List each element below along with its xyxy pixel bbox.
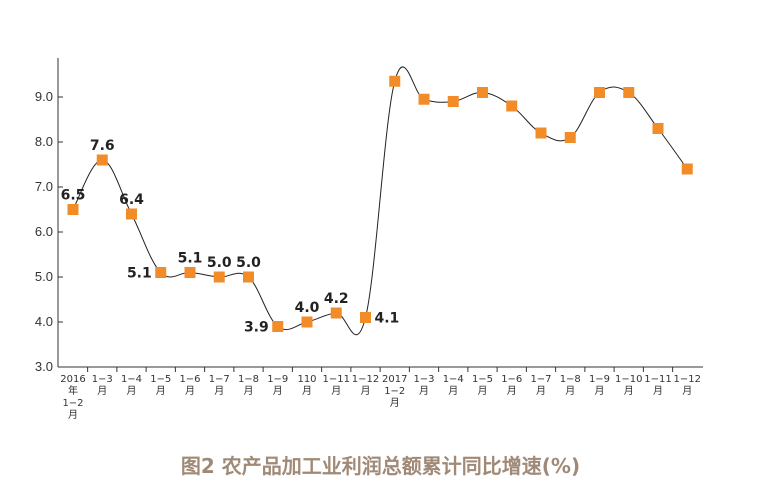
data-point-marker <box>96 154 108 166</box>
y-tick-label: 9.0 <box>35 89 53 104</box>
data-point-marker <box>418 93 430 105</box>
x-tick-label: 1−2 <box>62 398 83 409</box>
data-label: 4.2 <box>324 291 349 307</box>
y-tick-label: 8.0 <box>35 134 53 149</box>
data-point-marker <box>301 316 313 328</box>
x-tick-label: 1−9 <box>589 374 610 385</box>
data-point-marker <box>184 267 196 278</box>
data-point-marker <box>506 100 518 112</box>
data-point-marker <box>564 132 576 143</box>
x-tick-label: 1−4 <box>443 374 464 385</box>
x-tick-label: 2017 <box>382 374 407 385</box>
data-point-marker <box>594 87 605 98</box>
x-tick-label: 月 <box>390 397 400 409</box>
x-tick-label: 月 <box>624 385 634 397</box>
data-point-marker <box>652 123 664 134</box>
series-line <box>72 66 688 336</box>
y-tick-label: 4.0 <box>35 314 53 329</box>
x-tick-label: 1−12 <box>352 374 379 385</box>
x-tick-label: 月 <box>448 385 458 397</box>
x-tick-label: 1−12 <box>674 374 701 385</box>
y-tick-label: 5.0 <box>35 269 53 284</box>
x-tick-label: 1−10 <box>615 374 642 385</box>
x-tick-label: 1−8 <box>560 374 581 385</box>
data-label: 5.1 <box>127 266 152 282</box>
data-label: 3.9 <box>244 320 269 336</box>
data-point-marker <box>360 312 371 323</box>
x-tick-label: 月 <box>68 409 78 421</box>
data-label: 4.0 <box>295 300 320 316</box>
x-tick-label: 1−11 <box>644 374 671 385</box>
data-label: 5.1 <box>178 251 203 267</box>
x-axis-ticks: 2016年1−2月1−3月1−4月1−5月1−6月1−7月1−8月1−9月110… <box>60 367 701 421</box>
x-tick-label: 月 <box>185 385 195 397</box>
x-tick-label: 1−2 <box>384 386 405 397</box>
data-point-marker <box>155 267 167 278</box>
x-tick-label: 110 <box>297 374 316 385</box>
data-labels: 6.57.66.45.15.1 5.0 5.03.94.04.24.1 <box>61 138 400 336</box>
x-tick-label: 1−8 <box>238 374 259 385</box>
x-tick-label: 月 <box>419 385 429 397</box>
x-tick-label: 月 <box>682 385 692 397</box>
x-tick-label: 月 <box>565 385 575 397</box>
x-tick-label: 月 <box>156 385 166 397</box>
data-label: 6.5 <box>61 188 86 204</box>
x-tick-label: 2016 <box>60 374 85 385</box>
data-point-marker <box>447 96 459 107</box>
data-point-marker <box>126 208 137 220</box>
data-point-marker <box>623 87 635 98</box>
x-tick-label: 月 <box>127 385 137 397</box>
data-point-marker <box>272 321 284 332</box>
data-point-marker <box>681 163 693 175</box>
x-tick-label: 1−6 <box>179 374 200 385</box>
x-tick-label: 月 <box>653 385 663 397</box>
y-tick-label: 3.0 <box>35 359 53 374</box>
x-tick-label: 1−4 <box>121 374 142 385</box>
data-label: 5.0 <box>236 255 261 271</box>
x-tick-label: 月 <box>595 385 605 397</box>
data-point-marker <box>535 127 547 139</box>
x-tick-label: 月 <box>361 385 371 397</box>
y-axis-ticks: 3.0 4.0 5.0 6.0 7.0 8.0 9.0 <box>35 89 63 374</box>
y-tick-label: 7.0 <box>35 179 53 194</box>
x-tick-label: 1−7 <box>530 374 551 385</box>
chart-title: 图2 农产品加工业利润总额累计同比增速(%) <box>180 454 581 478</box>
x-tick-label: 1−5 <box>150 374 171 385</box>
data-label: 5.0 <box>207 255 232 271</box>
x-tick-label: 1−5 <box>472 374 493 385</box>
x-tick-label: 月 <box>214 385 224 397</box>
data-label: 4.1 <box>375 311 400 327</box>
data-point-marker <box>477 87 488 98</box>
x-tick-label: 月 <box>507 385 517 397</box>
data-point-marker <box>330 307 342 319</box>
data-point-marker <box>213 271 225 283</box>
y-tick-label: 6.0 <box>35 224 53 239</box>
x-tick-label: 月 <box>302 385 312 397</box>
x-tick-label: 月 <box>97 385 107 397</box>
x-tick-label: 月 <box>331 385 341 397</box>
series-markers <box>67 75 693 332</box>
data-point-marker <box>243 271 254 283</box>
data-label: 7.6 <box>90 138 115 154</box>
x-tick-label: 月 <box>478 385 488 397</box>
x-tick-label: 年 <box>68 384 78 397</box>
data-point-marker <box>67 204 79 215</box>
x-tick-label: 月 <box>536 385 546 397</box>
x-tick-label: 1−7 <box>209 374 230 385</box>
data-label: 6.4 <box>119 192 144 208</box>
x-tick-label: 月 <box>273 385 283 397</box>
data-point-marker <box>389 75 401 87</box>
x-tick-label: 1−11 <box>323 374 350 385</box>
x-tick-label: 1−9 <box>267 374 288 385</box>
x-tick-label: 1−3 <box>92 374 113 385</box>
x-tick-label: 1−3 <box>413 374 434 385</box>
x-tick-label: 月 <box>244 385 254 397</box>
x-tick-label: 1−6 <box>501 374 522 385</box>
